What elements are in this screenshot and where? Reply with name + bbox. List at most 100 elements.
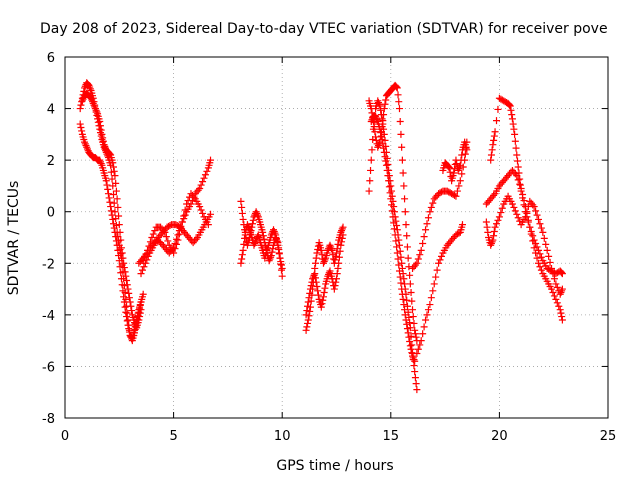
data-point — [410, 362, 418, 370]
data-point — [270, 226, 278, 234]
data-point — [511, 207, 519, 215]
data-point — [382, 161, 390, 169]
data-point — [388, 201, 396, 209]
data-point — [533, 211, 541, 219]
data-point — [413, 259, 421, 267]
data-point — [124, 285, 132, 293]
data-point — [172, 240, 180, 248]
data-point — [375, 140, 383, 148]
data-point — [550, 292, 558, 300]
data-point — [401, 306, 409, 314]
data-point — [244, 222, 252, 230]
data-point — [409, 352, 417, 360]
data-point — [457, 156, 465, 164]
data-point — [104, 185, 112, 193]
data-point — [149, 230, 157, 238]
data-point — [411, 374, 419, 382]
data-point — [96, 117, 104, 125]
data-point — [100, 141, 108, 149]
data-point — [98, 130, 106, 138]
data-point — [204, 221, 212, 229]
x-tick-label: 25 — [600, 429, 617, 444]
data-point — [104, 190, 112, 198]
data-point — [508, 115, 516, 123]
data-point — [113, 195, 121, 203]
data-point — [319, 296, 327, 304]
x-tick-label: 0 — [61, 429, 69, 444]
data-point — [399, 169, 407, 177]
data-point — [120, 293, 128, 301]
data-point — [402, 316, 410, 324]
data-point — [403, 325, 411, 333]
y-tick-label: -8 — [42, 412, 55, 427]
data-point — [123, 276, 131, 284]
data-point — [400, 275, 408, 283]
data-point — [388, 187, 396, 195]
data-point — [207, 210, 215, 218]
data-point — [308, 291, 316, 299]
data-point — [275, 250, 283, 258]
data-point — [270, 227, 278, 235]
data-point — [135, 316, 143, 324]
data-point — [117, 244, 125, 252]
data-point — [83, 145, 91, 153]
data-point — [392, 82, 400, 90]
data-point — [177, 224, 185, 232]
data-point — [259, 228, 267, 236]
data-point — [76, 105, 84, 113]
data-point — [197, 181, 205, 189]
y-tick-label: 2 — [47, 154, 55, 169]
data-point — [408, 349, 416, 357]
data-point — [82, 142, 90, 150]
data-point — [420, 233, 428, 241]
y-tick-label: 4 — [47, 103, 55, 118]
data-point — [96, 122, 104, 130]
data-point — [107, 203, 115, 211]
data-point — [309, 278, 317, 286]
data-point — [252, 208, 260, 216]
data-point — [533, 254, 541, 262]
x-tick-label: 10 — [274, 429, 291, 444]
data-point — [397, 279, 405, 287]
data-point — [437, 252, 445, 260]
data-point — [420, 323, 428, 331]
data-point — [303, 323, 311, 331]
data-point — [490, 136, 498, 144]
data-point — [539, 228, 547, 236]
data-point — [127, 302, 135, 310]
data-point — [505, 100, 513, 108]
data-point — [85, 81, 93, 89]
data-point — [546, 258, 554, 266]
data-point — [405, 333, 413, 341]
data-point — [401, 311, 409, 319]
data-point — [240, 240, 248, 248]
data-point — [512, 144, 520, 152]
data-point — [319, 293, 327, 301]
data-point — [93, 108, 101, 116]
data-point — [536, 250, 544, 258]
data-point — [424, 306, 432, 314]
data-point — [136, 313, 144, 321]
data-point — [369, 117, 377, 125]
data-point — [302, 326, 310, 334]
data-point — [138, 266, 146, 274]
data-point — [237, 197, 245, 205]
data-point — [400, 301, 408, 309]
data-point — [410, 356, 418, 364]
data-point — [250, 241, 258, 249]
data-point — [123, 281, 131, 289]
data-point — [320, 289, 328, 297]
data-point — [413, 386, 421, 394]
data-point — [411, 326, 419, 334]
data-point — [379, 117, 387, 125]
data-point — [196, 185, 204, 193]
data-point — [196, 203, 204, 211]
data-point — [455, 165, 463, 173]
axis-ticks: 0 5 10 15 20 25 -8 -6 -4 -2 0 2 4 6 — [42, 51, 616, 444]
data-point — [117, 269, 125, 277]
data-point — [401, 195, 409, 203]
data-point — [76, 120, 84, 128]
data-point — [307, 297, 315, 305]
data-point — [78, 127, 86, 135]
data-point — [145, 242, 153, 250]
